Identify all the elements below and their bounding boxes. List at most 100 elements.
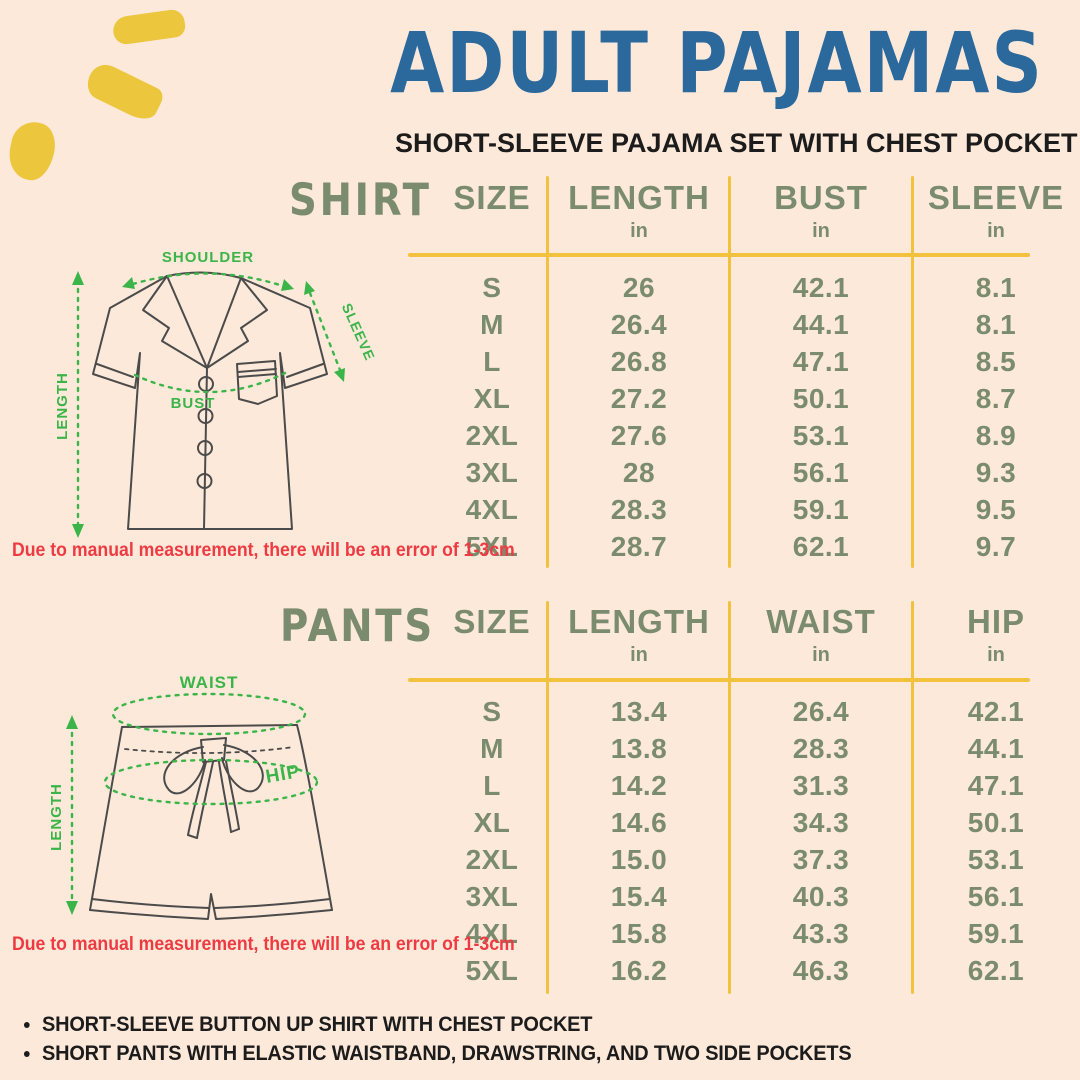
cell-bust: 50.1 (792, 383, 850, 414)
table-row: S 13.4 26.4 42.1 (0, 695, 1080, 729)
cell-hip: 42.1 (967, 696, 1025, 727)
pants-illustration: WAIST HIP LENGTH (48, 673, 333, 920)
shoulder-label: SHOULDER (162, 249, 254, 266)
cell-size: 3XL (465, 881, 519, 912)
cell-length: 14.2 (610, 770, 668, 801)
cell-sleeve: 8.5 (975, 346, 1017, 377)
cell-hip: 44.1 (967, 733, 1025, 764)
page-subtitle: SHORT-SLEEVE PAJAMA SET WITH CHEST POCKE… (395, 128, 1078, 158)
unit-label: in (987, 220, 1005, 242)
cell-waist: 31.3 (792, 770, 850, 801)
cell-length: 26.4 (610, 309, 668, 340)
table-row: M 26.4 44.1 8.1 (0, 308, 1080, 342)
cell-size: 4XL (465, 918, 519, 949)
table-row: XL 14.6 34.3 50.1 (0, 806, 1080, 840)
bust-label: BUST (171, 395, 216, 412)
cell-length: 14.6 (610, 807, 668, 838)
drawstring-bow (163, 737, 264, 839)
cell-length: 28 (622, 457, 656, 488)
cell-size: L (483, 346, 501, 377)
shirt-illustration: SHOULDER SLEEVE LENGTH BUST (54, 249, 379, 538)
unit-label: in (812, 220, 830, 242)
table-divider (408, 253, 1030, 257)
table-divider (408, 678, 1030, 682)
shoulder-measure-arrow: SHOULDER (122, 249, 294, 291)
table-divider (728, 601, 731, 994)
table-row: 3XL 15.4 40.3 56.1 (0, 880, 1080, 914)
length-measure-arrow: LENGTH (48, 715, 78, 915)
table-divider (546, 601, 549, 994)
cell-size: 5XL (465, 531, 519, 562)
column-header-length: LENGTH (568, 179, 710, 216)
cell-length: 15.0 (610, 844, 668, 875)
cell-waist: 40.3 (792, 881, 850, 912)
table-row: 5XL 16.2 46.3 62.1 (0, 954, 1080, 988)
table-row: 5XL 28.7 62.1 9.7 (0, 530, 1080, 564)
length-label: LENGTH (48, 783, 65, 851)
cell-hip: 56.1 (967, 881, 1025, 912)
unit-label: in (630, 220, 648, 242)
table-row: L 14.2 31.3 47.1 (0, 769, 1080, 803)
table-divider (911, 176, 914, 568)
cell-sleeve: 8.1 (975, 309, 1017, 340)
table-row: 2XL 15.0 37.3 53.1 (0, 843, 1080, 877)
table-row: L 26.8 47.1 8.5 (0, 345, 1080, 379)
shorts-outline (89, 724, 333, 920)
column-header-size: SIZE (453, 179, 531, 216)
cell-size: 2XL (465, 844, 519, 875)
column-header-size: SIZE (453, 603, 531, 640)
cell-size: M (480, 309, 504, 340)
cell-size: 2XL (465, 420, 519, 451)
feature-list: SHORT-SLEEVE BUTTON UP SHIRT WITH CHEST … (18, 1008, 894, 1071)
cell-hip: 47.1 (967, 770, 1025, 801)
hip-measure-ellipse: HIP (103, 758, 319, 806)
chest-pocket (236, 360, 278, 405)
cell-bust: 47.1 (792, 346, 850, 377)
cell-size: 5XL (465, 955, 519, 986)
cell-bust: 56.1 (792, 457, 850, 488)
cell-length: 26 (622, 272, 656, 303)
table-row: XL 27.2 50.1 8.7 (0, 382, 1080, 416)
sleeve-label: SLEEVE (339, 301, 379, 363)
cell-sleeve: 8.1 (975, 272, 1017, 303)
cell-sleeve: 9.5 (975, 494, 1017, 525)
waist-measure-ellipse: WAIST (111, 673, 307, 736)
cell-sleeve: 9.3 (975, 457, 1017, 488)
cell-sleeve: 8.9 (975, 420, 1017, 451)
cell-waist: 37.3 (792, 844, 850, 875)
table-row: 4XL 15.8 43.3 59.1 (0, 917, 1080, 951)
cell-waist: 46.3 (792, 955, 850, 986)
cell-size: 4XL (465, 494, 519, 525)
cell-hip: 53.1 (967, 844, 1025, 875)
unit-label: in (630, 644, 648, 666)
cell-sleeve: 8.7 (975, 383, 1017, 414)
column-header-sleeve: SLEEVE (927, 179, 1065, 216)
shirt-section-label: SHIRT (289, 174, 432, 226)
table-row: 4XL 28.3 59.1 9.5 (0, 493, 1080, 527)
waist-label: WAIST (180, 673, 239, 692)
cell-length: 26.8 (610, 346, 668, 377)
cell-waist: 26.4 (792, 696, 850, 727)
cell-waist: 43.3 (792, 918, 850, 949)
table-divider (546, 176, 549, 568)
table-row: M 13.8 28.3 44.1 (0, 732, 1080, 766)
hip-label: HIP (264, 761, 302, 788)
cell-size: L (483, 770, 501, 801)
pants-section-label: PANTS (280, 600, 436, 652)
cell-bust: 62.1 (792, 531, 850, 562)
measurement-note: Due to manual measurement, there will be… (12, 934, 515, 955)
decorative-blob (81, 59, 167, 125)
cell-bust: 42.1 (792, 272, 850, 303)
cell-length: 15.4 (610, 881, 668, 912)
column-header-bust: BUST (774, 179, 868, 216)
decorative-blob (4, 118, 60, 184)
cell-length: 28.7 (610, 531, 668, 562)
cell-sleeve: 9.7 (975, 531, 1017, 562)
table-divider (911, 601, 914, 994)
cell-length: 27.2 (610, 383, 668, 414)
cell-size: M (480, 733, 504, 764)
feature-bullet: SHORT PANTS WITH ELASTIC WAISTBAND, DRAW… (42, 1042, 852, 1066)
cell-length: 27.6 (610, 420, 668, 451)
cell-size: XL (473, 383, 511, 414)
length-measure-arrow: LENGTH (54, 271, 84, 538)
